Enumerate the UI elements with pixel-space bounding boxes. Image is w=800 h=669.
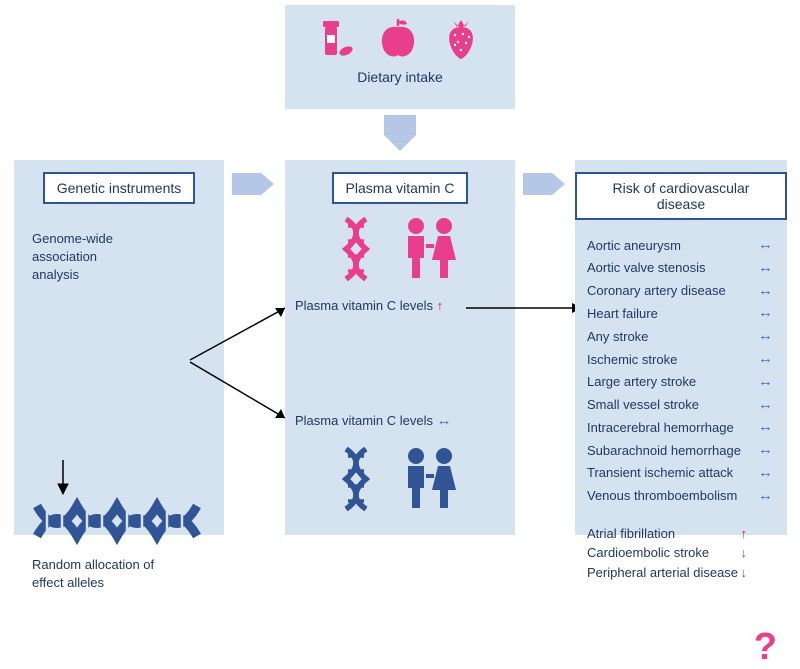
arrow-mid-right [523, 172, 565, 196]
up-symbol: ↑ [437, 298, 444, 313]
apple-icon [377, 15, 419, 61]
plasma-up-row: Plasma vitamin C levels ↑ [295, 298, 443, 313]
dietary-label: Dietary intake [285, 69, 515, 85]
outcome-row: Intracerebral hemorrhage↔ [587, 416, 781, 439]
question-mark: ? [754, 626, 777, 669]
outcome-row: Large artery stroke↔ [587, 371, 781, 394]
alleles-text: Random allocation of effect alleles [14, 556, 174, 592]
outcome-row: Cardioembolic stroke↓ [587, 543, 781, 563]
dietary-panel: Dietary intake [285, 5, 515, 109]
people-navy-icon [398, 446, 462, 512]
outcome-row: Atrial fibrillation↑ [587, 524, 781, 544]
outcome-row: Coronary artery disease↔ [587, 280, 781, 303]
arrow-down-dietary [384, 115, 416, 151]
plasma-panel: Plasma vitamin C Plasma vitamin C levels… [285, 160, 515, 535]
dna-pink-icon [338, 216, 374, 282]
plasma-title: Plasma vitamin C [332, 172, 469, 204]
null-symbol: ↔ [437, 412, 452, 429]
arrow-plasma-ischemic [466, 302, 584, 314]
risk-panel: Risk of cardiovascular disease Aortic an… [575, 160, 787, 535]
outcome-row: Heart failure↔ [587, 302, 781, 325]
risk-title: Risk of cardiovascular disease [575, 172, 787, 220]
genetic-title: Genetic instruments [43, 172, 196, 204]
strawberry-icon [441, 15, 481, 61]
dna-helix-icon [32, 496, 202, 546]
arrow-gwas-dna [56, 460, 70, 496]
people-pink-icon [398, 216, 462, 282]
outcomes-null-list: Aortic aneurysm↔Aortic valve stenosis↔Co… [575, 220, 787, 508]
outcome-row: Venous thromboembolism↔ [587, 485, 781, 508]
outcome-row: Aortic valve stenosis↔ [587, 257, 781, 280]
gwas-text: Genome-wide association analysis [14, 204, 164, 285]
arrow-left-mid [232, 172, 274, 196]
dna-navy-icon [338, 446, 374, 512]
pill-bottle-icon [319, 15, 355, 61]
outcome-row: Aortic aneurysm↔ [587, 234, 781, 257]
plasma-null-row: Plasma vitamin C levels ↔ [295, 412, 452, 429]
outcome-row: Transient ischemic attack↔ [587, 462, 781, 485]
outcome-row: Peripheral arterial disease↓ [587, 563, 781, 583]
dna-split-arrows [185, 300, 295, 440]
outcome-row: Subarachnoid hemorrhage↔ [587, 439, 781, 462]
outcome-row: Small vessel stroke↔ [587, 394, 781, 417]
outcome-row: Ischemic stroke↔ [587, 348, 781, 371]
outcomes-effect-list: Atrial fibrillation↑Cardioembolic stroke… [575, 508, 787, 583]
outcome-row: Any stroke↔ [587, 325, 781, 348]
